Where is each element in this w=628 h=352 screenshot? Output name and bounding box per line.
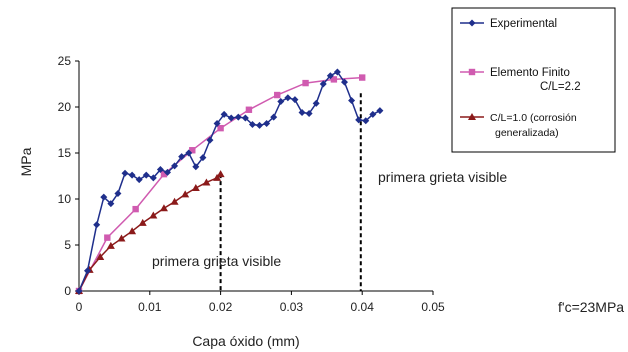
data-point-experimental — [121, 169, 129, 177]
data-point-experimental — [348, 97, 356, 105]
x-tick-label: 0.04 — [351, 300, 375, 314]
data-point-experimental — [206, 136, 214, 144]
data-point-experimental — [291, 96, 299, 104]
data-point-experimental — [369, 110, 377, 118]
data-point-experimental — [220, 110, 228, 118]
legend-label-corrosion-2: generalizada) — [495, 127, 559, 139]
data-point-finito — [160, 170, 168, 178]
data-point-corrosion — [170, 197, 179, 205]
x-tick-label: 0.05 — [421, 300, 445, 314]
data-point-experimental — [241, 114, 249, 122]
data-point-experimental — [171, 162, 179, 170]
legend-label-finito-sub: C/L=2.2 — [540, 81, 581, 93]
data-point-experimental — [93, 221, 101, 229]
data-point-experimental — [355, 116, 363, 124]
y-tick-label: 25 — [58, 54, 72, 68]
x-axis-title: Capa óxido (mm) — [192, 333, 299, 349]
x-tick-label: 0.03 — [280, 300, 304, 314]
x-tick-label: 0.02 — [209, 300, 233, 314]
data-point-corrosion — [117, 234, 126, 242]
y-tick-label: 0 — [64, 284, 71, 298]
data-point-experimental — [298, 109, 306, 117]
data-point-experimental — [312, 99, 320, 107]
data-point-experimental — [156, 166, 164, 174]
data-point-experimental — [277, 97, 285, 105]
data-point-finito — [217, 124, 224, 132]
data-point-finito — [189, 147, 196, 154]
data-point-experimental — [128, 171, 136, 179]
y-tick-label: 10 — [58, 192, 72, 206]
data-point-experimental — [185, 149, 193, 157]
legend-label-finito: Elemento Finito — [490, 67, 570, 79]
legend-label-corrosion-1: C/L=1.0 (corrosión — [490, 112, 577, 124]
plot-area: 0 5 10 15 20 25 0 0.01 0.02 0.03 0.04 0.05 — [58, 54, 445, 314]
data-point-corrosion — [181, 190, 190, 198]
data-point-corrosion — [96, 252, 105, 260]
data-point-experimental — [256, 121, 264, 129]
data-point-experimental — [142, 171, 150, 179]
data-point-experimental — [333, 68, 341, 76]
data-point-finito — [302, 79, 309, 87]
data-point-corrosion — [149, 211, 158, 219]
data-point-experimental — [199, 154, 207, 162]
data-point-experimental — [135, 176, 143, 184]
data-point-corrosion — [216, 170, 225, 178]
data-point-corrosion — [191, 183, 200, 191]
data-point-experimental — [305, 109, 313, 117]
y-tick-label: 15 — [58, 146, 72, 160]
data-point-experimental — [227, 114, 235, 122]
data-point-finito — [274, 91, 281, 99]
data-point-corrosion — [128, 227, 137, 235]
data-point-experimental — [75, 287, 83, 295]
data-point-experimental — [376, 107, 384, 115]
data-point-experimental — [248, 120, 256, 128]
data-point-experimental — [114, 189, 122, 197]
x-tick-label: 0.01 — [138, 300, 162, 314]
data-point-experimental — [341, 78, 348, 86]
data-point-experimental — [362, 117, 370, 125]
legend: Experimental Elemento Finito C/L=2.2 C/L… — [451, 7, 616, 153]
data-point-experimental — [234, 113, 242, 121]
legend-label-experimental: Experimental — [490, 18, 557, 30]
data-point-corrosion — [106, 241, 115, 249]
side-note-fc: f'c=23MPa — [558, 299, 624, 315]
legend-box — [451, 7, 616, 153]
data-point-corrosion — [159, 204, 168, 212]
data-point-finito — [359, 74, 366, 81]
data-point-experimental — [263, 120, 271, 128]
data-point-corrosion — [213, 173, 222, 181]
data-point-experimental — [192, 163, 200, 171]
data-point-experimental — [213, 120, 221, 128]
data-point-corrosion — [202, 178, 211, 186]
data-point-experimental — [326, 72, 334, 80]
data-point-experimental — [284, 94, 292, 102]
y-axis-title: MPa — [18, 147, 34, 176]
data-point-experimental — [83, 267, 91, 275]
legend-marker-corrosion — [468, 113, 476, 120]
data-point-experimental — [270, 113, 278, 121]
data-point-finito — [245, 106, 253, 113]
data-point-corrosion — [138, 218, 147, 226]
data-point-finito — [104, 234, 111, 241]
data-point-experimental — [100, 193, 108, 201]
legend-marker-experimental — [468, 19, 476, 27]
data-point-experimental — [178, 153, 186, 161]
annotation-first-crack-2: primera grieta visible — [378, 169, 507, 185]
data-point-experimental — [164, 168, 171, 176]
data-point-finito — [330, 76, 338, 83]
annotation-first-crack-1: primera grieta visible — [152, 253, 281, 269]
data-point-finito — [132, 205, 139, 213]
data-point-experimental — [319, 80, 327, 88]
data-point-experimental — [149, 174, 157, 182]
legend-marker-finito — [468, 68, 476, 76]
data-point-experimental — [107, 200, 115, 208]
y-tick-label: 5 — [64, 238, 71, 252]
y-tick-label: 20 — [58, 100, 72, 114]
x-tick-label: 0 — [76, 300, 83, 314]
